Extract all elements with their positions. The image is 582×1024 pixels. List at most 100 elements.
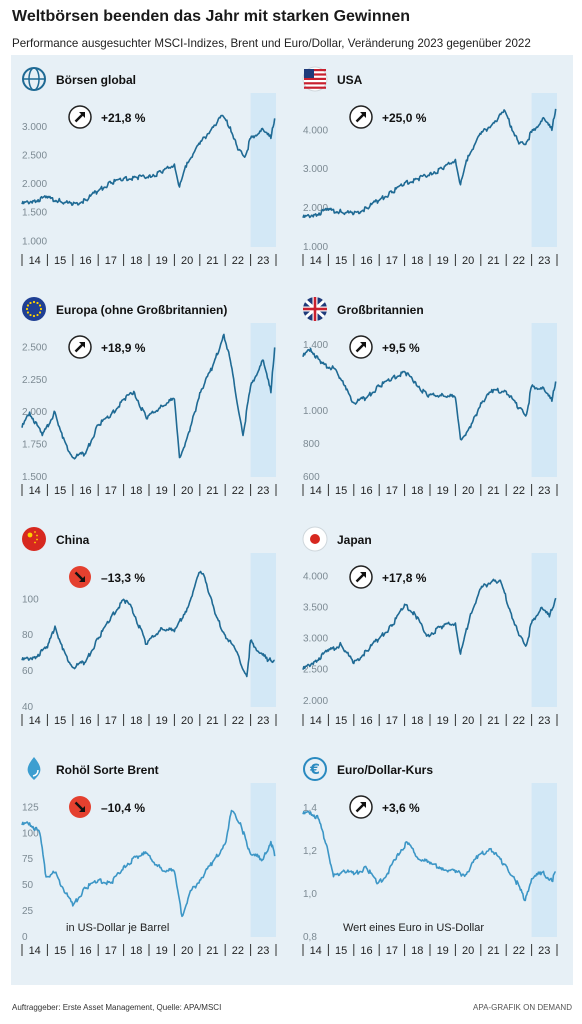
highlight-2023 xyxy=(531,553,557,707)
x-tick-label: 18 xyxy=(130,715,142,727)
chart-panel: Börsen global +21,8 % 1.000 1.500 2.000 2.500… xyxy=(21,67,277,267)
eu-flag-star xyxy=(26,311,30,314)
y-tick-label: 3.000 xyxy=(303,164,328,175)
x-tick-label: 14 xyxy=(310,715,322,727)
x-tick-label: 14 xyxy=(29,255,41,267)
y-tick-label: 40 xyxy=(22,702,34,713)
chart-panel: USA +25,0 % 1.000 2.000 3.000 4.000 14 15 16 17 18… xyxy=(302,66,558,267)
series-line xyxy=(21,570,275,678)
x-tick-label: 23 xyxy=(257,255,269,267)
chart-title: Rohöl Sorte Brent xyxy=(56,763,159,777)
eu-flag-star xyxy=(29,301,32,305)
x-tick-label: 14 xyxy=(29,485,41,497)
y-tick-label: 1,0 xyxy=(303,889,317,900)
eu-flag-star xyxy=(29,313,32,317)
china-flag-star xyxy=(27,532,33,538)
x-tick-label: 20 xyxy=(181,255,193,267)
y-tick-label: 1.500 xyxy=(22,208,47,219)
euro-sign: € xyxy=(309,762,320,778)
x-tick-label: 22 xyxy=(232,255,244,267)
change-label: +21,8 % xyxy=(101,111,146,125)
arrow-head xyxy=(79,342,85,348)
highlight-2023 xyxy=(531,323,557,477)
x-tick-label: 20 xyxy=(462,945,474,957)
y-tick-label: 1.500 xyxy=(22,472,47,483)
x-tick-label: 23 xyxy=(257,485,269,497)
chart-note: Wert eines Euro in US-Dollar xyxy=(343,922,484,934)
us-flag-stripe xyxy=(304,86,326,89)
x-tick-label: 16 xyxy=(360,485,372,497)
x-tick-label: 21 xyxy=(487,255,499,267)
change-label: +25,0 % xyxy=(382,111,427,125)
y-tick-label: 2.000 xyxy=(22,179,47,190)
series-line xyxy=(302,810,557,902)
x-tick-label: 16 xyxy=(360,715,372,727)
x-tick-label: 21 xyxy=(487,715,499,727)
x-tick-label: 18 xyxy=(130,945,142,957)
x-tick-label: 20 xyxy=(181,485,193,497)
y-tick-label: 1.000 xyxy=(22,236,47,247)
x-tick-label: 23 xyxy=(538,715,550,727)
eu-flag-star xyxy=(25,307,29,311)
y-tick-label: 75 xyxy=(22,854,34,865)
chart-title: Euro/Dollar-Kurs xyxy=(337,763,433,777)
us-flag-stripe xyxy=(304,77,326,80)
china-flag-star-small xyxy=(34,541,36,544)
y-tick-label: 3.500 xyxy=(303,602,328,613)
y-tick-label: 2.000 xyxy=(303,696,328,707)
x-tick-label: 19 xyxy=(437,255,449,267)
chart-title: Europa (ohne Großbritannien) xyxy=(56,303,227,317)
y-tick-label: 80 xyxy=(22,630,34,641)
x-tick-label: 19 xyxy=(156,945,168,957)
uk-flag-cross-red xyxy=(313,297,317,321)
highlight-2023 xyxy=(250,323,276,477)
x-tick-label: 23 xyxy=(257,715,269,727)
chart-panel: Japan +17,8 % 2.000 2.500 3.000 3.500 4.000 14 1… xyxy=(302,526,558,727)
x-tick-label: 15 xyxy=(335,485,347,497)
chart-panel: China –13,3 % 40 60 80 100 14 15 16 17 18 19 20 21 22 2… xyxy=(21,527,277,727)
change-label: +17,8 % xyxy=(382,571,427,585)
arrow-head xyxy=(360,342,366,348)
chart-title: USA xyxy=(337,73,363,87)
x-tick-label: 19 xyxy=(156,715,168,727)
x-tick-label: 20 xyxy=(181,945,193,957)
y-tick-label: 4.000 xyxy=(303,571,328,582)
y-tick-label: 60 xyxy=(22,666,34,677)
x-tick-label: 17 xyxy=(386,945,398,957)
y-tick-label: 100 xyxy=(22,828,39,839)
eu-flag-star xyxy=(32,314,36,318)
x-tick-label: 16 xyxy=(79,715,91,727)
chart-grid-background xyxy=(11,55,573,985)
x-tick-label: 16 xyxy=(360,255,372,267)
us-flag-canton xyxy=(304,69,314,78)
chart-panel: € Euro/Dollar-Kurs +3,6 % 0,8 1,0 1,2 1,4 14 15 1… xyxy=(302,757,558,957)
x-tick-label: 23 xyxy=(538,945,550,957)
x-tick-label: 15 xyxy=(335,945,347,957)
change-label: –10,4 % xyxy=(101,801,145,815)
y-tick-label: 1.750 xyxy=(22,440,47,451)
highlight-2023 xyxy=(250,553,276,707)
chart-note: in US-Dollar je Barrel xyxy=(66,922,169,934)
y-tick-label: 4.000 xyxy=(303,125,328,136)
x-tick-label: 19 xyxy=(437,485,449,497)
arrow-head xyxy=(360,572,366,578)
x-tick-label: 20 xyxy=(462,255,474,267)
x-tick-label: 19 xyxy=(437,945,449,957)
japan-flag-sun xyxy=(310,534,320,544)
x-tick-label: 17 xyxy=(105,255,117,267)
x-tick-label: 16 xyxy=(79,485,91,497)
y-tick-label: 2.500 xyxy=(22,342,47,353)
agency-credit: APA-GRAFIK ON DEMAND xyxy=(473,1003,572,1012)
x-tick-label: 22 xyxy=(232,945,244,957)
x-tick-label: 19 xyxy=(437,715,449,727)
china-flag-star-small xyxy=(34,531,36,533)
x-tick-label: 23 xyxy=(257,945,269,957)
y-tick-label: 3.000 xyxy=(303,634,328,645)
y-tick-label: 1,2 xyxy=(303,846,317,857)
x-tick-label: 15 xyxy=(335,715,347,727)
chart-panel: Rohöl Sorte Brent –10,4 % 0 25 50 75 100 125 14 1… xyxy=(21,757,277,957)
y-tick-label: 2.250 xyxy=(22,375,47,386)
y-tick-label: 50 xyxy=(22,880,34,891)
x-tick-label: 20 xyxy=(181,715,193,727)
x-tick-label: 21 xyxy=(206,485,218,497)
